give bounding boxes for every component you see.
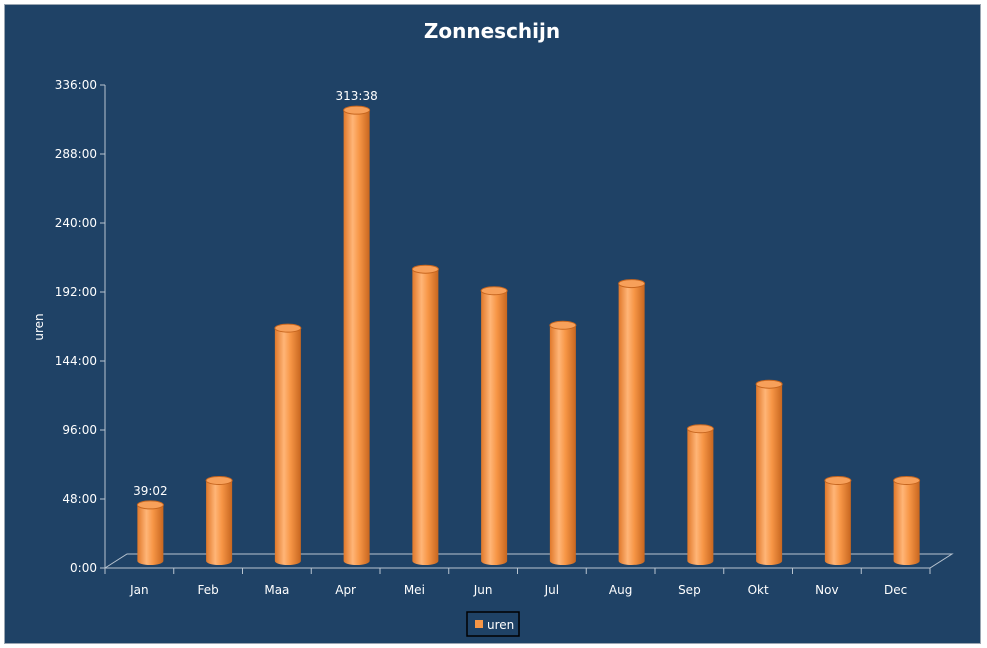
bar-jan[interactable] (136, 500, 164, 565)
y-axis-label: uren (32, 313, 46, 340)
y-tick-label: 0:00 (70, 561, 97, 575)
bar-body (274, 328, 301, 565)
bar-body (412, 269, 439, 565)
bar-body (137, 504, 164, 565)
y-tick-label: 192:00 (55, 285, 97, 299)
bar-okt[interactable] (755, 379, 783, 565)
y-tick-label: 240:00 (55, 216, 97, 230)
x-ticks: Jan Feb Maa Apr Mei Jun Jul Aug Sep Okt Nov Dec (104, 568, 931, 597)
chart-area: Zonneschijn uren 0:00 48:00 96:00 144:00 192… (4, 4, 981, 644)
legend-box (466, 611, 520, 637)
x-tick-label: Dec (884, 583, 907, 597)
bar-aug[interactable] (618, 279, 646, 565)
x-tick-label: Jun (473, 583, 493, 597)
bar-top (549, 320, 577, 330)
bar-sep[interactable] (686, 424, 714, 565)
x-tick-label: Apr (335, 583, 356, 597)
y-tick-label: 144:00 (55, 354, 97, 368)
y-tick-label: 48:00 (62, 492, 97, 506)
y-tick-label: 288:00 (55, 147, 97, 161)
data-label-apr: 313:38 (336, 89, 378, 103)
bar-body (343, 110, 370, 566)
bar-jun[interactable] (480, 286, 508, 565)
legend-swatch (475, 620, 483, 628)
bar-body (481, 290, 508, 565)
bar-nov[interactable] (824, 476, 852, 565)
x-tick-label: Mei (404, 583, 425, 597)
bar-jul[interactable] (549, 320, 577, 565)
bar-apr[interactable] (343, 105, 371, 566)
bar-top (205, 476, 233, 485)
bar-mei[interactable] (411, 264, 439, 565)
legend-label: uren (487, 618, 514, 632)
bar-top (618, 279, 646, 289)
x-tick-label: Sep (678, 583, 701, 597)
bar-body (893, 480, 920, 565)
chart-svg: Zonneschijn uren 0:00 48:00 96:00 144:00 192… (32, 19, 954, 637)
y-ticks: 0:00 48:00 96:00 144:00 192:00 240:00 288:00 33… (55, 78, 105, 575)
bar-body (824, 480, 851, 565)
x-tick-label: Jul (544, 583, 559, 597)
x-tick-label: Aug (609, 583, 632, 597)
y-tick-label: 96:00 (62, 423, 97, 437)
chart-title: Zonneschijn (424, 19, 560, 43)
x-tick-label: Okt (748, 583, 769, 597)
bar-top (480, 286, 508, 296)
bar-body (756, 384, 783, 565)
y-tick-label: 336:00 (55, 78, 97, 92)
x-tick-label: Maa (264, 583, 289, 597)
bars (136, 105, 921, 566)
legend[interactable]: uren (466, 611, 520, 637)
bar-dec[interactable] (893, 476, 921, 566)
bar-top (343, 105, 371, 115)
bar-maa[interactable] (274, 323, 302, 565)
bar-top (274, 323, 302, 333)
bar-feb[interactable] (205, 476, 233, 566)
bar-top (686, 424, 714, 434)
bar-top (893, 476, 921, 485)
x-tick-label: Nov (815, 583, 838, 597)
bar-body (618, 283, 645, 565)
bar-top (411, 264, 439, 274)
bar-body (687, 428, 714, 565)
bar-top (824, 476, 852, 485)
bar-body (549, 325, 576, 565)
x-tick-label: Jan (129, 583, 149, 597)
bar-top (755, 379, 783, 389)
bar-top (136, 500, 164, 510)
data-label-jan: 39:02 (133, 484, 168, 498)
x-tick-label: Feb (198, 583, 219, 597)
data-labels: 39:02 313:38 (133, 89, 378, 498)
bar-body (206, 480, 233, 565)
